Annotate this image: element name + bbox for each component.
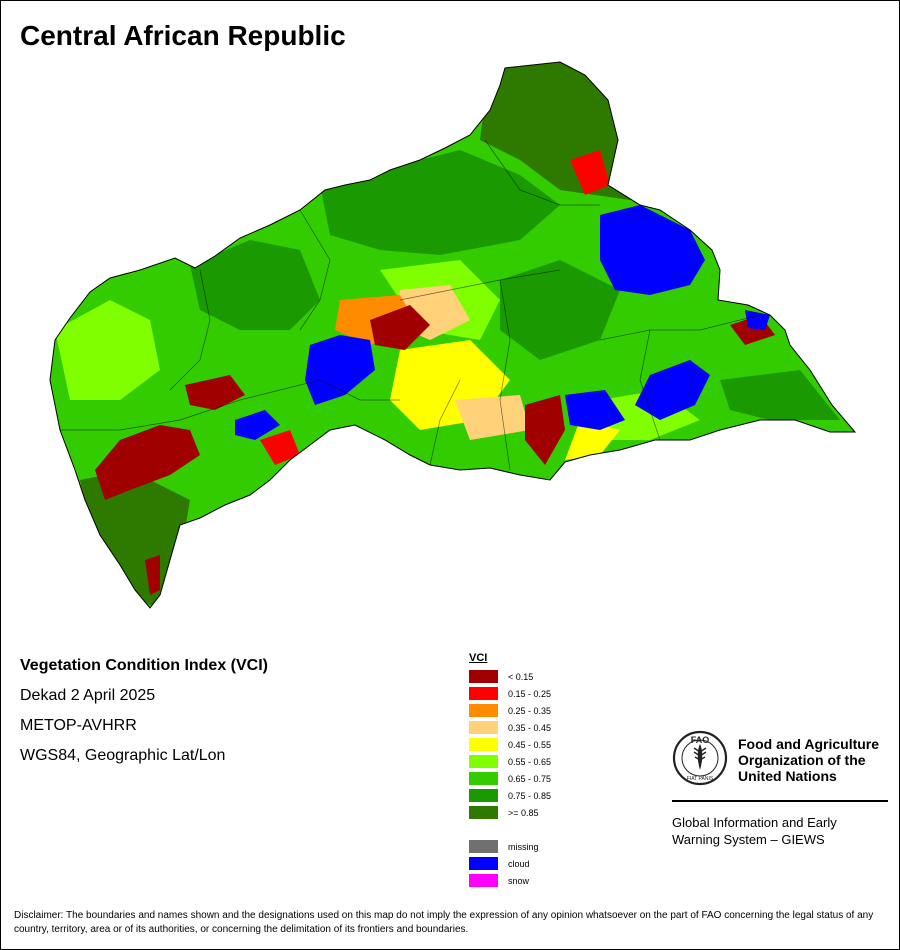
period-label: Dekad 2 April 2025 (20, 687, 156, 704)
legend-item: cloud (469, 855, 551, 872)
vci-zone-stress-southwest (95, 425, 200, 500)
map-title: Central African Republic (20, 20, 346, 51)
legend-label: >= 0.85 (508, 807, 539, 818)
legend-swatch (469, 687, 498, 700)
vci-zone-stress-southwest-tip (145, 555, 160, 595)
vci-cloud-southeast (635, 360, 710, 420)
legend-label: < 0.15 (508, 671, 534, 682)
legend-swatch (469, 721, 498, 734)
fao-name: Food and Agriculture Organization of the… (738, 736, 898, 784)
vci-zone-light-west (55, 300, 160, 400)
legend-label: 0.35 - 0.45 (508, 722, 552, 733)
legend-item: missing (469, 838, 551, 855)
legend-label: 0.65 - 0.75 (508, 773, 552, 784)
legend-swatch (469, 857, 498, 870)
legend-swatch (469, 670, 498, 683)
legend-title: VCI (469, 652, 488, 664)
vci-zone-dense-east (720, 370, 840, 420)
legend-swatch (469, 806, 498, 819)
legend-label: missing (508, 841, 539, 852)
map-info: Vegetation Condition Index (VCI) Dekad 2… (20, 656, 268, 776)
legend-item: >= 0.85 (469, 804, 551, 821)
fao-name-line2: Organization of the (738, 752, 866, 768)
legend-label: 0.15 - 0.25 (508, 688, 552, 699)
vci-zone-fair-south (455, 395, 530, 440)
vci-zone-stress-west (185, 375, 245, 410)
vci-legend: VCI < 0.15 0.15 - 0.25 0.25 - 0.35 0.35 - 0… (469, 652, 551, 889)
vci-cloud-south (565, 390, 625, 430)
legend-swatch (469, 738, 498, 751)
sensor-label: METOP-AVHRR (20, 717, 137, 734)
legend-item: 0.45 - 0.55 (469, 736, 551, 753)
vci-zone-stress-mid (260, 430, 300, 465)
legend-item: 0.15 - 0.25 (469, 685, 551, 702)
vci-zone-moderate-south (565, 420, 620, 460)
legend-item: 0.35 - 0.45 (469, 719, 551, 736)
vci-map (49, 61, 856, 609)
legend-label: 0.55 - 0.65 (508, 756, 552, 767)
legend-label: snow (508, 875, 530, 886)
legend-label: 0.45 - 0.55 (508, 739, 552, 750)
legend-swatch (469, 704, 498, 717)
legend-label: cloud (508, 858, 530, 869)
vci-zone-dense-southwest (80, 470, 190, 608)
legend-classes: < 0.15 0.15 - 0.25 0.25 - 0.35 0.35 - 0.45 0… (469, 668, 551, 821)
vci-zone-stress-northeast (570, 150, 610, 195)
fao-logo-motto: FIAT PANIS (687, 776, 714, 782)
giews-name: Global Information and Early Warning Sys… (672, 814, 888, 848)
projection-label: WGS84, Geographic Lat/Lon (20, 747, 226, 764)
admin-boundaries (60, 139, 761, 471)
legend-other: missing cloud snow (469, 838, 551, 889)
fao-name-line3: United Nations (738, 768, 837, 784)
vci-cloud-central (305, 335, 375, 405)
vci-cloud-northeast (600, 205, 705, 295)
legend-swatch (469, 789, 498, 802)
legend-item: snow (469, 872, 551, 889)
vci-zone-stress-central (370, 305, 430, 350)
giews-line2: Warning System – GIEWS (672, 832, 825, 847)
vci-zone-stress-south-central (525, 395, 565, 465)
vci-zone-dense-northwest (320, 150, 560, 255)
vci-cloud-east (745, 310, 770, 330)
fao-name-line1: Food and Agriculture (738, 736, 880, 752)
vci-cloud-west (235, 410, 280, 440)
legend-item: 0.25 - 0.35 (469, 702, 551, 719)
legend-swatch (469, 755, 498, 768)
fao-divider (672, 800, 888, 802)
legend-label: 0.25 - 0.35 (508, 705, 552, 716)
fao-logo-letters: FAO (691, 735, 710, 745)
legend-swatch (469, 874, 498, 887)
vci-zone-dense-central (500, 260, 620, 360)
legend-swatch (469, 772, 498, 785)
disclaimer-text: Disclaimer: The boundaries and names sho… (14, 910, 874, 935)
legend-swatch (469, 840, 498, 853)
legend-item: < 0.15 (469, 668, 551, 685)
legend-item: 0.75 - 0.85 (469, 787, 551, 804)
legend-item: 0.55 - 0.65 (469, 753, 551, 770)
vci-zone-dense-west (190, 240, 320, 330)
giews-line1: Global Information and Early (672, 815, 837, 830)
legend-label: 0.75 - 0.85 (508, 790, 552, 801)
legend-item: 0.65 - 0.75 (469, 770, 551, 787)
fao-logo-icon: FAO FIAT PANIS (672, 730, 728, 786)
product-name: Vegetation Condition Index (VCI) (20, 657, 268, 674)
